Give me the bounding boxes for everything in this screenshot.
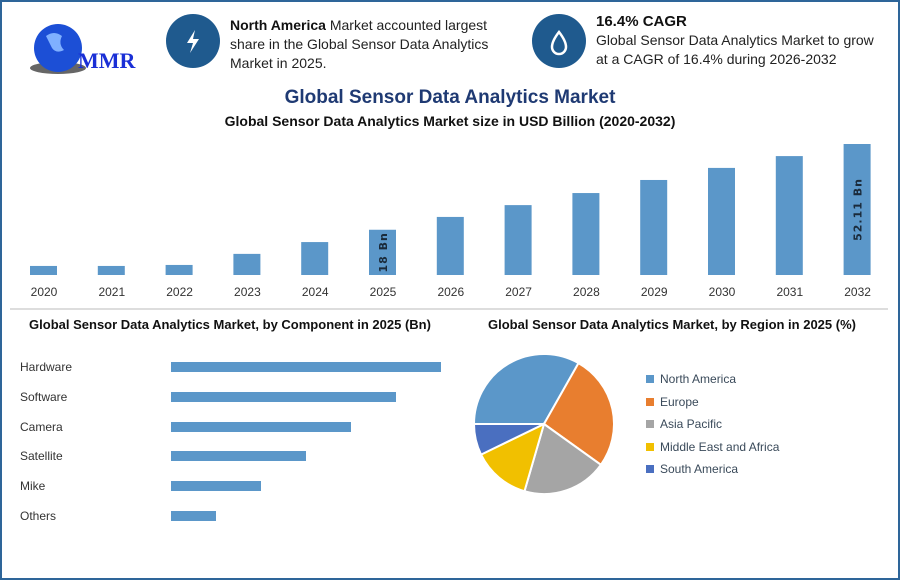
legend-item: Europe (646, 395, 699, 409)
yearly-bar-chart: 2020 2021 2022 2023 2024 2025 18 Bn 2026 2027 202… (10, 144, 888, 310)
component-chart-title: Global Sensor Data Analytics Market, by … (29, 317, 431, 332)
pie-slice-europe (542, 361, 615, 467)
bar-2025 (369, 229, 396, 275)
info1-bold: North America (230, 17, 326, 33)
category-label-satellite: Satellite (20, 449, 63, 464)
legend-swatch (646, 442, 654, 451)
bar-2020 (30, 265, 57, 275)
legend-label: Middle East and Africa (660, 439, 780, 454)
category-label-camera: Camera (20, 419, 63, 434)
legend-swatch (646, 397, 654, 406)
info1-text: Market accounted largest share in the Gl… (230, 17, 489, 71)
hbar-others (171, 511, 216, 521)
data-label-2032: 52.11 Bn (852, 178, 865, 241)
x-tick-2032: 2032 (844, 285, 871, 299)
bar-2026 (436, 216, 464, 275)
mmr-logo: MMR (18, 16, 138, 86)
bar-2029 (640, 179, 668, 275)
category-label-others: Others (20, 509, 57, 523)
pie-slice-asia-pacific (523, 422, 603, 495)
bar-2021 (97, 265, 125, 275)
main-title: Global Sensor Data Analytics Market (284, 87, 616, 108)
bar-2027 (504, 205, 532, 275)
legend-item: South America (646, 462, 738, 476)
bar-2023 (233, 253, 261, 275)
hbar-software (171, 391, 396, 402)
hbar-camera (171, 421, 351, 432)
info2-bold: 16.4% CAGR (596, 13, 687, 30)
legend-item: Middle East and Africa (646, 440, 779, 454)
legend-label: South America (660, 462, 739, 476)
legend-swatch (646, 420, 654, 428)
x-tick-2029: 2029 (641, 285, 668, 299)
growth-drop-icon (532, 14, 586, 68)
data-label-2025: 18 Bn (377, 232, 390, 272)
x-tick-2024: 2024 (302, 285, 329, 299)
pie-slice-north-america (472, 353, 580, 425)
legend-label: Asia Pacific (660, 417, 723, 431)
category-label-mike: Mike (20, 479, 46, 494)
bar-2031 (775, 156, 803, 275)
info2-text: Global Sensor Data Analytics Market to g… (596, 32, 874, 67)
bar-2030 (708, 167, 735, 275)
x-tick-2023: 2023 (234, 285, 261, 299)
region-chart-title: Global Sensor Data Analytics Market, by … (488, 317, 856, 332)
legend-swatch (646, 465, 654, 473)
legend-item: Asia Pacific (646, 417, 722, 431)
hbar-satellite (171, 451, 306, 462)
x-tick-2021: 2021 (98, 285, 125, 299)
lightning-icon (166, 14, 220, 68)
x-tick-2030: 2030 (709, 285, 736, 299)
bar-2024 (301, 242, 329, 275)
x-tick-2031: 2031 (776, 285, 803, 299)
svg-text:MMR: MMR (78, 48, 137, 73)
hbar-hardware (171, 362, 441, 372)
category-label-hardware: Hardware (20, 360, 73, 374)
x-tick-2022: 2022 (166, 285, 193, 299)
x-tick-2026: 2026 (437, 285, 464, 299)
bar-2028 (572, 193, 600, 275)
category-label-software: Software (20, 389, 68, 404)
pie-slice-south-america (472, 423, 545, 456)
region-pie-chart (472, 353, 615, 495)
legend-label: North America (660, 372, 737, 386)
x-tick-2027: 2027 (505, 285, 532, 299)
x-tick-2020: 2020 (31, 285, 58, 299)
legend-item: North America (646, 372, 736, 386)
bar-2032 (843, 144, 871, 275)
bar-2022 (165, 264, 193, 275)
x-tick-2028: 2028 (573, 285, 600, 299)
legend-label: Europe (660, 394, 699, 409)
hbar-mike (171, 481, 261, 492)
legend-swatch (646, 375, 654, 383)
bar-chart-title: Global Sensor Data Analytics Market size… (224, 113, 676, 129)
x-tick-2025: 2025 (370, 285, 397, 299)
pie-slice-middle-east-and-africa (479, 422, 546, 493)
